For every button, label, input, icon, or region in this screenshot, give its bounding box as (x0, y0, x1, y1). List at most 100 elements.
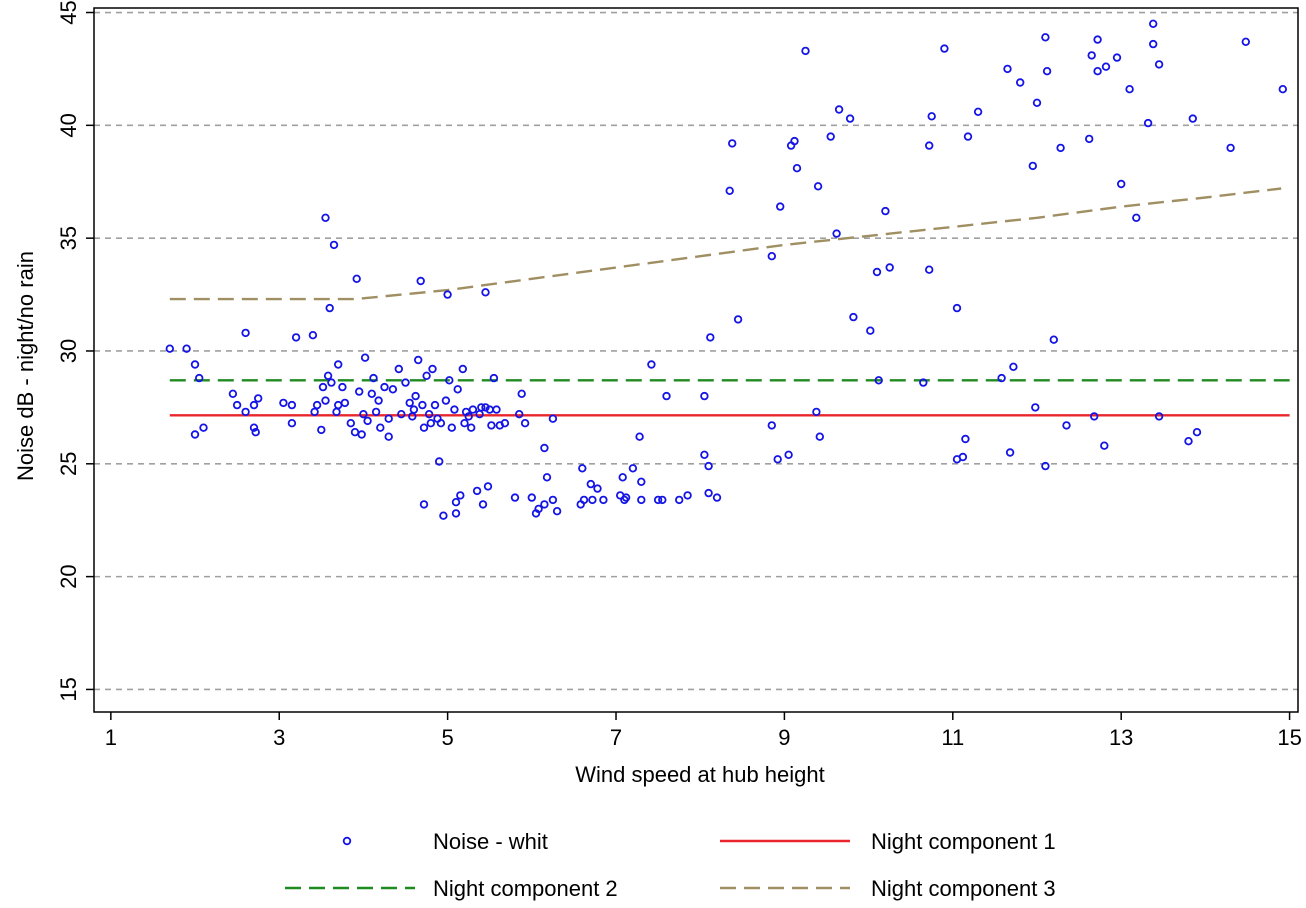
data-point (874, 376, 883, 385)
data-point (728, 139, 737, 148)
data-point (199, 423, 208, 432)
data-point (700, 391, 709, 401)
data-point (419, 500, 429, 509)
y-tick-label: 15 (56, 677, 81, 701)
data-point (1028, 161, 1037, 171)
data-point (419, 423, 429, 432)
data-point (1089, 412, 1099, 421)
legend-label: Night component 3 (871, 876, 1056, 901)
legend-item: Night component 3 (720, 876, 1056, 901)
data-point (517, 389, 526, 398)
x-tick-label: 13 (1109, 725, 1133, 750)
data-point (376, 423, 385, 432)
data-point (1093, 66, 1102, 76)
data-point (405, 398, 414, 408)
legend-label: Noise - whit (433, 829, 548, 854)
data-point (767, 421, 776, 430)
data-point (1101, 62, 1111, 71)
data-point (418, 400, 427, 410)
legend-symbol (342, 836, 352, 846)
data-point (725, 186, 734, 195)
y-tick-label: 30 (56, 339, 81, 363)
data-point (1154, 60, 1164, 69)
data-point (308, 331, 318, 340)
data-point (773, 455, 782, 464)
data-point (628, 464, 638, 473)
data-point (228, 389, 238, 398)
data-point (1125, 84, 1134, 94)
data-point (542, 473, 552, 482)
data-point (254, 394, 263, 403)
data-point (1062, 421, 1071, 430)
data-point (355, 387, 364, 396)
data-point (464, 412, 473, 421)
data-point (249, 400, 259, 410)
data-point (441, 396, 451, 405)
series-lines (169, 187, 1290, 417)
data-point (317, 425, 326, 435)
data-point (340, 398, 350, 408)
data-point (450, 405, 459, 414)
data-point (784, 450, 793, 459)
data-point (321, 396, 330, 405)
data-point (424, 410, 434, 419)
data-point (1016, 78, 1025, 87)
data-point (416, 276, 425, 286)
data-point (952, 303, 962, 313)
legend-item: Night component 2 (285, 876, 618, 901)
data-point (439, 511, 448, 520)
data-point (637, 495, 646, 505)
data-point (1032, 98, 1042, 107)
data-point (346, 419, 355, 428)
y-tick-label: 20 (56, 564, 81, 588)
data-point (401, 378, 410, 387)
data-point (1031, 403, 1040, 412)
data-point (492, 405, 501, 414)
data-point (792, 163, 802, 173)
data-point (487, 421, 496, 430)
data-point (241, 407, 250, 417)
data-point (653, 495, 663, 505)
data-point (1003, 64, 1012, 74)
data-point (704, 461, 713, 471)
data-point (767, 252, 776, 261)
data-point (515, 410, 524, 419)
data-point (520, 419, 530, 428)
data-point (279, 398, 288, 408)
data-point (477, 403, 486, 412)
data-point (801, 46, 810, 56)
data-point (430, 400, 440, 410)
data-point (489, 373, 499, 383)
data-point (443, 290, 452, 299)
data-point (958, 452, 968, 462)
data-point (451, 498, 461, 507)
data-point (548, 495, 558, 505)
data-point (350, 428, 360, 437)
data-point (481, 403, 490, 412)
data-point (451, 509, 461, 518)
data-point (712, 493, 722, 502)
data-point (1132, 213, 1141, 222)
data-point (700, 450, 709, 459)
data-point (338, 382, 347, 392)
data-point (1084, 134, 1094, 144)
data-point (249, 423, 259, 432)
data-point (527, 493, 536, 502)
data-point (704, 488, 713, 498)
data-point (647, 360, 656, 369)
scatter-points (165, 19, 1287, 520)
data-point (588, 495, 597, 505)
data-point (963, 132, 973, 141)
data-point (334, 400, 343, 410)
data-point (866, 326, 875, 335)
data-point (436, 419, 446, 428)
data-point (1005, 448, 1015, 457)
data-point (1041, 461, 1050, 471)
legend: Noise - whit Night component 1 Night compo… (285, 829, 1056, 901)
data-point (540, 443, 549, 453)
data-point (593, 484, 602, 493)
data-point (287, 419, 297, 428)
data-point (635, 432, 644, 441)
data-point (327, 378, 336, 387)
